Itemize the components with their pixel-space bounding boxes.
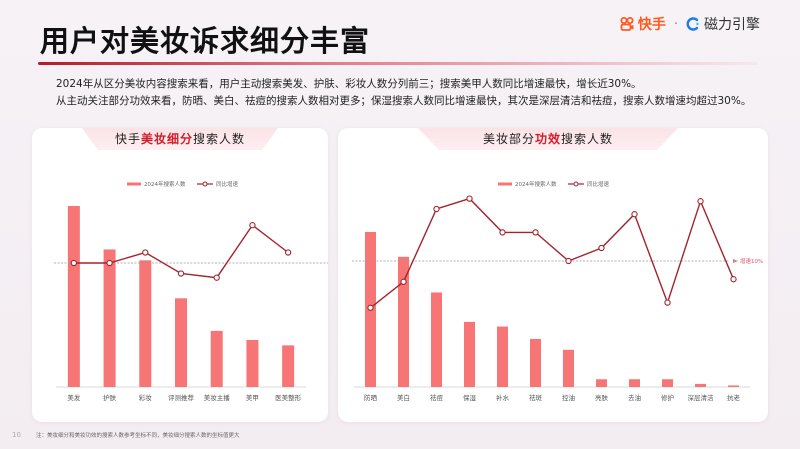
line-point-marker [697,198,704,205]
x-tick-label: 美妆主播 [204,393,231,402]
footnote: 注：美妆细分和美妆功效的搜索人数参考坐标不同，美妆细分搜索人数的坐标值更大 [36,433,240,439]
bar [210,330,223,387]
chart-legend: 2024年搜索人数 同比增速 [127,180,239,188]
legend-bar-swatch [127,182,141,186]
line-point-marker [466,195,473,202]
bar [662,379,673,387]
line-point-marker [213,274,220,281]
x-tick-label: 保湿 [463,393,477,402]
bar [530,338,541,387]
chart-legend: 2024年搜索人数 同比增速 [498,180,610,188]
left-chart-card: 快手美妆细分搜索人数 2024年搜索人数 同比增速美发 护肤 彩妆 评测推荐 美妆主播 美甲… [32,128,328,422]
x-tick-label: 护肤 [103,393,117,402]
right-chart-card: 美妆部分功效搜索人数 2024年搜索人数 同比增速防晒 美白 祛痘 保湿 补水 祛斑 控油 亮肤… [338,128,768,422]
x-tick-label: 美发 [67,393,81,402]
legend-line-label: 同比增速 [216,180,239,188]
line-point-marker [631,211,638,218]
reference-label: 增速10% [740,257,763,265]
bar [464,321,475,387]
growth-line [370,197,735,309]
line-point-marker [70,259,78,267]
cili-engine-brand: 磁力引擎 [704,17,760,33]
line-point-marker [400,278,407,285]
line-point-marker [532,229,539,236]
bar [431,292,442,387]
x-tick-label: 防晒 [364,393,378,402]
bar [695,383,706,387]
bar [139,260,152,387]
left-chart-title: 快手美妆细分搜索人数 [82,128,278,150]
line-point-marker [142,249,149,256]
bar [246,339,259,387]
x-tick-label: 亮肤 [595,393,609,402]
line-point-marker [177,270,185,277]
x-tick-label: 美白 [397,393,410,402]
legend-line-marker-icon [573,181,579,187]
legend-bar-swatch [498,182,512,186]
bar [596,379,607,387]
x-tick-label: 控油 [562,393,575,402]
x-tick-label: 去油 [628,393,641,402]
cili-engine-logo-icon [686,17,699,31]
line-point-marker [367,304,374,311]
x-tick-label: 补水 [496,393,510,402]
description-line-2: 从主动关注部分功效来看，防晒、美白、祛痘的搜索人数相对更多；保湿搜索人数同比增速… [56,95,752,107]
line-point-marker [598,244,605,252]
x-tick-label: 评测推荐 [168,393,195,402]
bar [175,298,187,387]
line-point-marker [106,259,113,267]
kuaishou-brand: 快手 [637,17,666,33]
brand-logo: 快手 · 磁力引擎 [620,14,760,34]
legend-line-marker-icon [202,181,208,187]
title-suffix: 搜索人数 [193,132,246,146]
line-point-marker [565,257,572,265]
description-line-1: 2024年从区分美妆内容搜索来看，用户主动搜索美发、护肤、彩妆人数分列前三；搜索… [56,78,642,90]
line-point-marker [284,249,292,256]
line-point-marker [730,276,737,283]
x-tick-label: 深层清洁 [688,393,715,402]
line-point-marker [499,229,506,236]
page-number: 10 [12,431,21,439]
x-tick-label: 祛斑 [529,393,543,402]
x-tick-label: 医美整形 [275,393,302,402]
bar [398,256,409,387]
title-underline [38,62,758,65]
x-tick-label: 祛痘 [430,393,444,402]
kuaishou-logo-icon [620,17,634,31]
description: 2024年从区分美妆内容搜索来看，用户主动搜索美发、护肤、彩妆人数分列前三；搜索… [56,76,751,110]
title-highlight: 美妆细分 [140,132,193,146]
x-tick-label: 彩妆 [139,393,153,402]
title-prefix: 美妆部分 [482,132,535,146]
bar [103,249,116,387]
x-tick-label: 修护 [661,393,674,402]
line-point-marker [249,222,256,229]
right-chart-title: 美妆部分功效搜索人数 [418,128,678,150]
legend-bar-label: 2024年搜索人数 [144,180,186,188]
arrow-right-icon [733,259,738,263]
title-suffix: 搜索人数 [561,132,614,146]
x-tick-label: 美甲 [246,393,259,402]
bar [563,349,574,387]
legend-line-label: 同比增速 [587,180,610,188]
legend-bar-label: 2024年搜索人数 [515,180,557,188]
x-tick-label: 抗老 [727,393,741,402]
title-highlight: 功效 [534,132,561,146]
bar [282,345,295,387]
line-point-marker [433,205,440,213]
title-prefix: 快手 [114,132,141,146]
page-title: 用户对美妆诉求细分丰富 [40,24,371,58]
bar [629,379,640,387]
logo-separator: · [673,16,678,32]
bar [497,326,508,387]
bar [67,206,80,387]
line-point-marker [664,299,671,306]
bar [728,385,739,387]
